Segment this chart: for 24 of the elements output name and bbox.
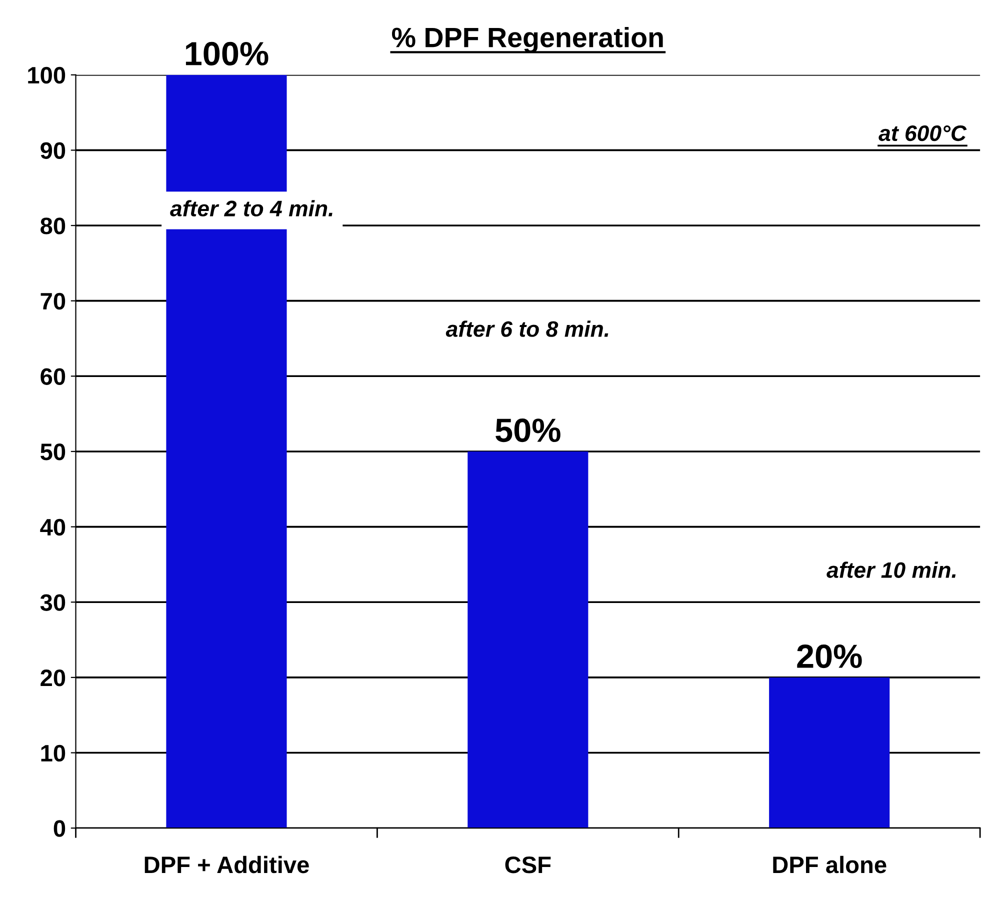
bar [769,677,890,828]
data-label: 50% [496,418,560,442]
y-tick-label: 60 [40,368,66,385]
annotation: at 600°C [878,125,967,142]
bar [468,451,588,828]
y-tick-label: 40 [40,518,66,536]
data-label: 100% [186,42,268,66]
y-tick-label: 90 [40,142,66,159]
annotation: after 2 to 4 min. [170,200,332,216]
x-tick-label: CSF [505,856,551,874]
y-tick-label: 0 [54,820,66,837]
y-tick-label: 10 [41,744,66,762]
y-tick-label: 70 [40,292,66,310]
x-tick-label: DPF alone [773,856,886,874]
y-tick-label: 20 [40,670,66,686]
annotation: after 10 min. [826,562,956,578]
y-tick-label: 100 [28,66,66,84]
y-tick-label: 80 [40,218,66,234]
y-tick-label: 50 [40,444,66,460]
x-tick-label: DPF + Additive [144,856,309,874]
data-label: 20% [797,644,862,668]
chart-title: % DPF Regeneration [392,26,663,53]
y-tick-label: 30 [40,594,66,611]
annotation: after 6 to 8 min. [446,320,608,337]
